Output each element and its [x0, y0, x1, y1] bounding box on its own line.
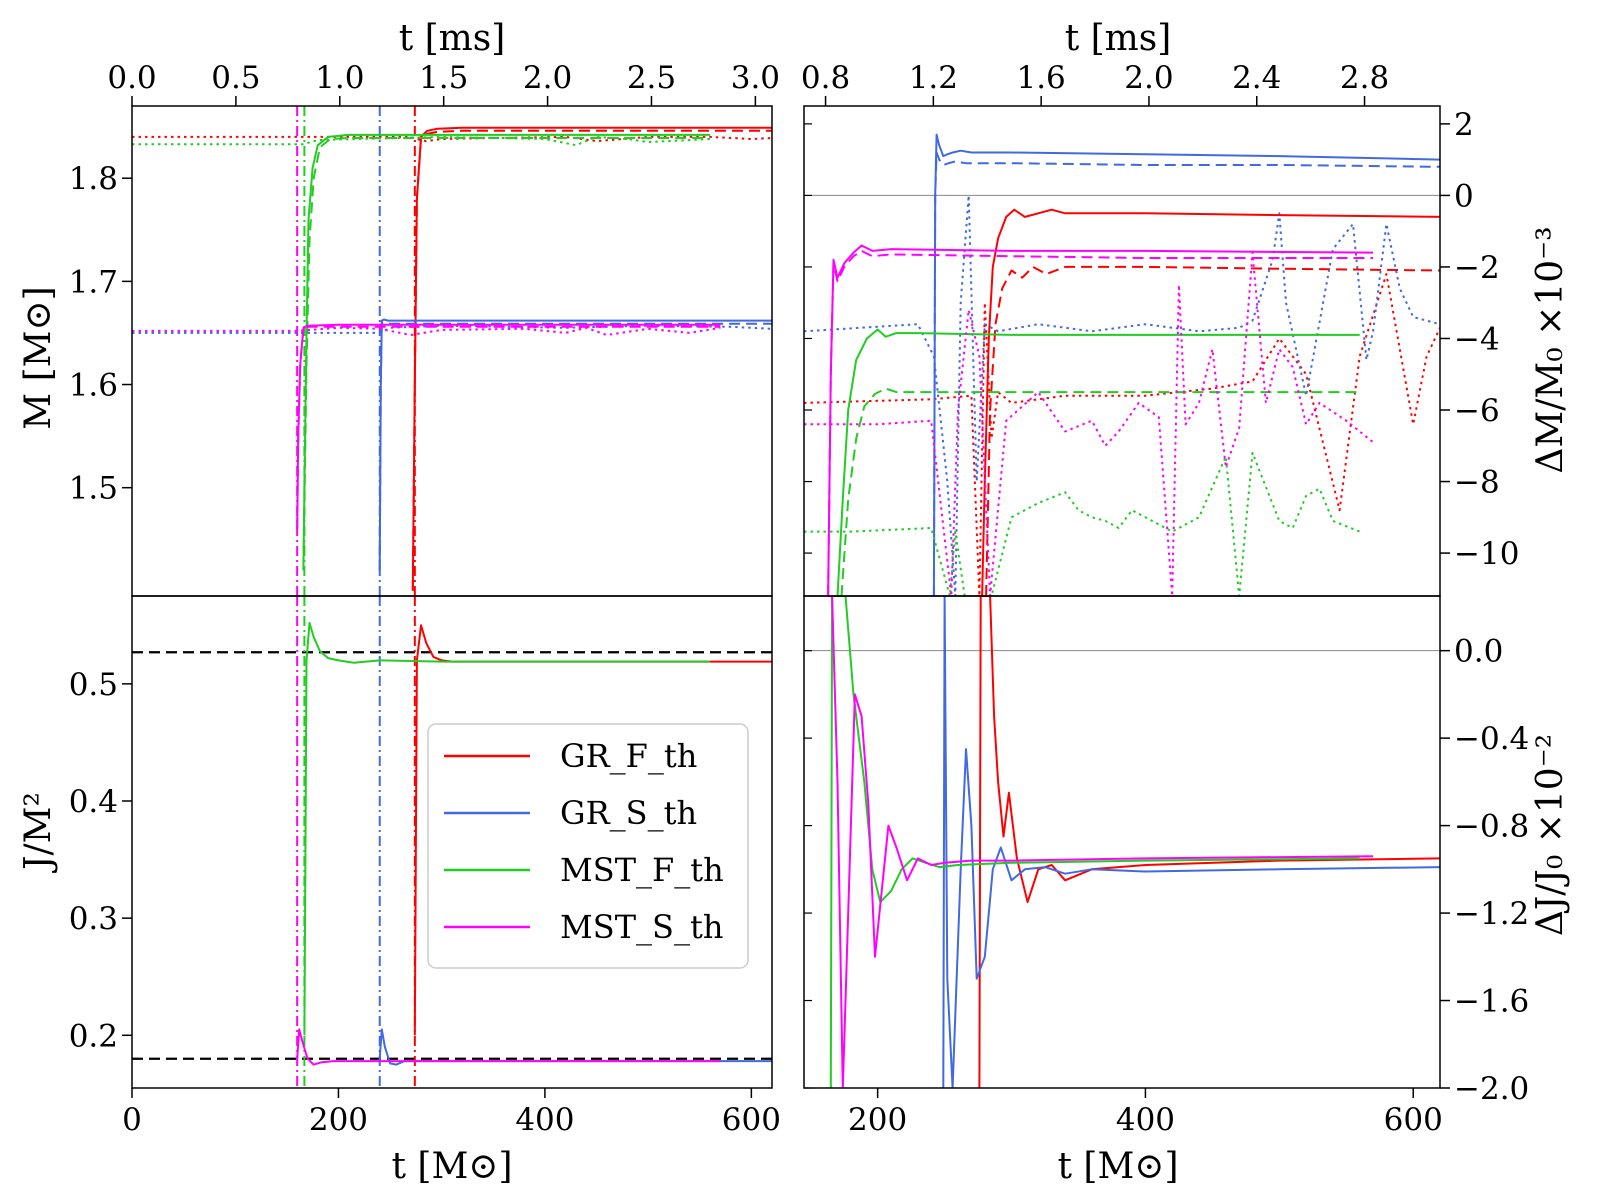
- y-tick-label: 1.5: [69, 471, 118, 507]
- y-tick-label: 0.4: [69, 784, 118, 820]
- legend-entry-MST_F_th: MST_F_th: [560, 851, 724, 889]
- x2-tick-label: 2.0: [523, 60, 572, 96]
- x2-tick-label: 2.0: [1124, 60, 1173, 96]
- x2-tick-label: 0.0: [107, 60, 156, 96]
- y-tick-label: −1.6: [1454, 984, 1529, 1020]
- x2-tick-label: 0.8: [801, 60, 850, 96]
- y-tick-label: 0.5: [69, 667, 118, 703]
- y-tick-label: 2: [1454, 107, 1474, 143]
- panel-frame-bottom-right: [803, 595, 1441, 1089]
- bottom-right-x-axis-title: t [M⊙]: [1057, 1146, 1178, 1187]
- series-line-GR_F_th-dashed: [985, 265, 1440, 596]
- data-layer: [132, 106, 1440, 1088]
- series-line-GR_S_th-solid: [942, 596, 1440, 1088]
- x2-tick-label: 0.5: [211, 60, 260, 96]
- x2-tick-label: 1.6: [1016, 60, 1065, 96]
- series-line-MST_F_th-solid: [302, 133, 711, 571]
- x-tick-label: 600: [722, 1102, 781, 1138]
- x2-tick-label: 2.4: [1232, 60, 1281, 96]
- series-line-GR_F_th-dashed: [411, 129, 772, 591]
- x2-tick-label: 2.8: [1340, 60, 1389, 96]
- x2-tick-label: 1.2: [909, 60, 958, 96]
- x-tick-label: 0: [122, 1102, 142, 1138]
- series-line-MST_F_th-dashed: [302, 137, 711, 571]
- bottom-left-x-axis-title: t [M⊙]: [391, 1146, 512, 1187]
- series-line-MST_F_th-dashed: [840, 387, 1360, 596]
- y-tick-label: −0.8: [1454, 809, 1529, 845]
- series-line-MST_S_th-dotted: [132, 326, 721, 336]
- x2-tick-label: 3.0: [731, 60, 780, 96]
- y-tick-label: −4: [1454, 321, 1500, 357]
- panel-frame-bottom-left: [131, 595, 773, 1089]
- series-line-MST_F_th-dotted: [804, 451, 1361, 596]
- x-tick-label: 200: [848, 1102, 907, 1138]
- bottom-right-y-axis-title: ΔJ/J₀ ×10⁻²: [1530, 734, 1571, 936]
- y-tick-label: −2: [1454, 250, 1500, 286]
- series-line-GR_S_th-dashed: [932, 151, 1440, 596]
- y-tick-label: −0.4: [1454, 721, 1529, 757]
- x2-tick-label: 1.0: [315, 60, 364, 96]
- y-tick-label: 0.3: [69, 901, 118, 937]
- y-tick-label: 1.7: [69, 264, 118, 300]
- series-line-MST_S_th-solid: [827, 244, 1374, 596]
- y-tick-label: 1.6: [69, 368, 118, 404]
- series-line-GR_S_th-solid: [378, 318, 772, 571]
- top-right-x2-axis-title: t [ms]: [1065, 18, 1172, 59]
- x-tick-label: 400: [515, 1102, 574, 1138]
- series-line-GR_F_th-solid: [411, 126, 772, 591]
- y-tick-label: −2.0: [1454, 1071, 1529, 1107]
- panel-data-bottom-left: [132, 596, 772, 1088]
- legend-entry-MST_S_th: MST_S_th: [560, 908, 723, 946]
- y-tick-label: 0: [1454, 178, 1474, 214]
- panel-data-bottom-right: [804, 596, 1440, 1088]
- frames-layer: [131, 105, 1441, 1089]
- x2-tick-label: 2.5: [627, 60, 676, 96]
- series-line-MST_F_th-dotted: [132, 135, 711, 147]
- top-left-x2-axis-title: t [ms]: [399, 18, 506, 59]
- legend-box: GR_F_th GR_S_th MST_F_th MST_S_th: [427, 723, 749, 969]
- panel-frame-top-left: [131, 105, 773, 597]
- series-line-GR_S_th-dashed: [378, 321, 772, 571]
- top-left-y-axis-title: M [M⊙]: [18, 286, 59, 429]
- series-line-MST_S_th-solid: [828, 596, 1374, 1088]
- panel-data-top-left: [132, 106, 772, 596]
- legend-frame: [427, 723, 749, 969]
- series-line-MST_S_th-dashed: [296, 325, 721, 529]
- series-line-MST_F_th-solid: [836, 328, 1360, 596]
- x2-tick-label: 1.5: [419, 60, 468, 96]
- x-tick-label: 200: [309, 1102, 368, 1138]
- y-tick-label: −6: [1454, 393, 1500, 429]
- y-tick-label: 1.8: [69, 161, 118, 197]
- x-tick-label: 400: [1116, 1102, 1175, 1138]
- series-line-GR_F_th-solid: [978, 596, 1440, 1088]
- legend-entry-GR_F_th: GR_F_th: [560, 737, 697, 775]
- y-tick-label: −1.2: [1454, 896, 1529, 932]
- top-right-y-axis-title: ΔM/M₀ ×10⁻³: [1530, 226, 1571, 473]
- ticks-layer: 1.5 1.6 1.7 1.8 0.0 0.5 1.0 1.5 2.0 2.5 3.0 2 0 −2 −4 −…: [69, 60, 1530, 1138]
- series-line-MST_S_th-solid: [296, 323, 721, 529]
- bottom-left-y-axis-title: J/M²: [18, 792, 59, 874]
- series-line-GR_S_th-solid: [932, 133, 1440, 596]
- y-tick-label: 0.0: [1454, 634, 1503, 670]
- series-line-GR_F_th-dotted: [804, 273, 1440, 596]
- panel-data-top-right: [804, 133, 1440, 596]
- y-tick-label: 0.2: [69, 1018, 118, 1054]
- legend: GR_F_th GR_S_th MST_F_th MST_S_th: [427, 723, 749, 969]
- series-line-MST_S_th-dashed: [827, 249, 1374, 596]
- x-tick-label: 600: [1384, 1102, 1443, 1138]
- series-line-GR_F_th-solid: [981, 208, 1440, 596]
- series-line-MST_F_th-solid: [303, 621, 711, 1036]
- y-tick-label: −10: [1454, 536, 1519, 572]
- y-tick-label: −8: [1454, 465, 1500, 501]
- series-line-MST_S_th-solid: [296, 1028, 721, 1066]
- series-line-MST_S_th-dotted: [804, 251, 1374, 596]
- series-line-MST_F_th-solid: [829, 596, 1360, 1088]
- legend-entry-GR_S_th: GR_S_th: [560, 794, 697, 832]
